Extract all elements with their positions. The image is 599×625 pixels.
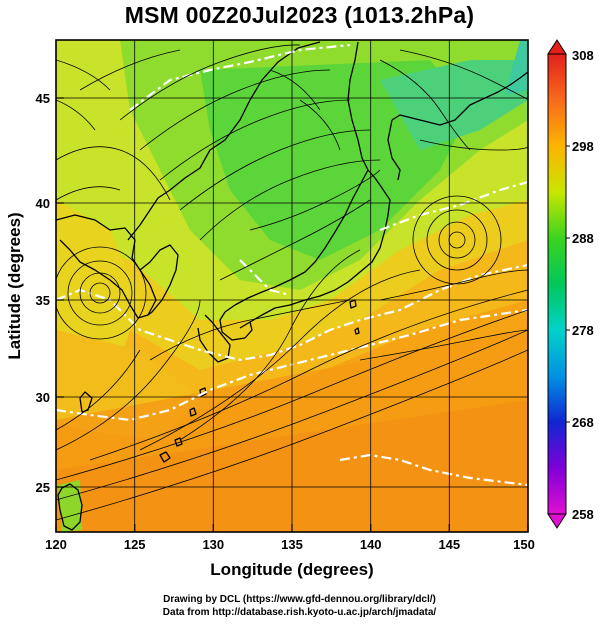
- colorbar-lower-arrow: [547, 513, 567, 529]
- colorbar-tick-label: 278: [572, 323, 594, 338]
- colorbar-upper-arrow: [547, 39, 567, 55]
- colorbar-tick-label: 308: [572, 48, 594, 63]
- x-tick-label: 125: [124, 537, 146, 552]
- colorbar-tick-label: 268: [572, 415, 594, 430]
- y-tick-labels: 45 40 35 30 25: [36, 91, 50, 495]
- wind-streamlines: [56, 44, 528, 521]
- x-axis-title: Longitude (degrees): [210, 560, 373, 579]
- colorbar-tick-label: 258: [572, 507, 594, 522]
- y-tick-label: 30: [36, 390, 50, 405]
- colorbar-gradient: [547, 53, 567, 515]
- x-tick-label: 145: [438, 537, 460, 552]
- y-axis-title: Latitude (degrees): [5, 212, 24, 359]
- x-tick-label: 130: [202, 537, 224, 552]
- colorbar-tick-label: 288: [572, 231, 594, 246]
- y-tick-label: 25: [36, 480, 50, 495]
- x-tick-label: 135: [281, 537, 303, 552]
- grid: [56, 40, 528, 532]
- x-tick-label: 120: [45, 537, 67, 552]
- colorbar-tick-label: 298: [572, 139, 594, 154]
- x-tick-labels: 120 125 130 135 140 145 150: [45, 537, 535, 552]
- credits: Drawing by DCL (https://www.gfd-dennou.o…: [0, 593, 599, 619]
- axis-ticks: [55, 97, 529, 532]
- y-tick-label: 45: [36, 91, 50, 106]
- credit-drawing: Drawing by DCL (https://www.gfd-dennou.o…: [163, 594, 436, 605]
- map-title: MSM 00Z20Jul2023 (1013.2hPa): [124, 2, 475, 28]
- temperature-contours: [56, 43, 528, 487]
- y-tick-label: 35: [36, 293, 50, 308]
- credit-data: Data from http://database.rish.kyoto-u.a…: [162, 607, 437, 618]
- x-tick-label: 140: [360, 537, 382, 552]
- x-tick-label: 150: [513, 537, 535, 552]
- y-tick-label: 40: [36, 196, 50, 211]
- colorbar: 308 298 288 278 268 258: [547, 39, 594, 529]
